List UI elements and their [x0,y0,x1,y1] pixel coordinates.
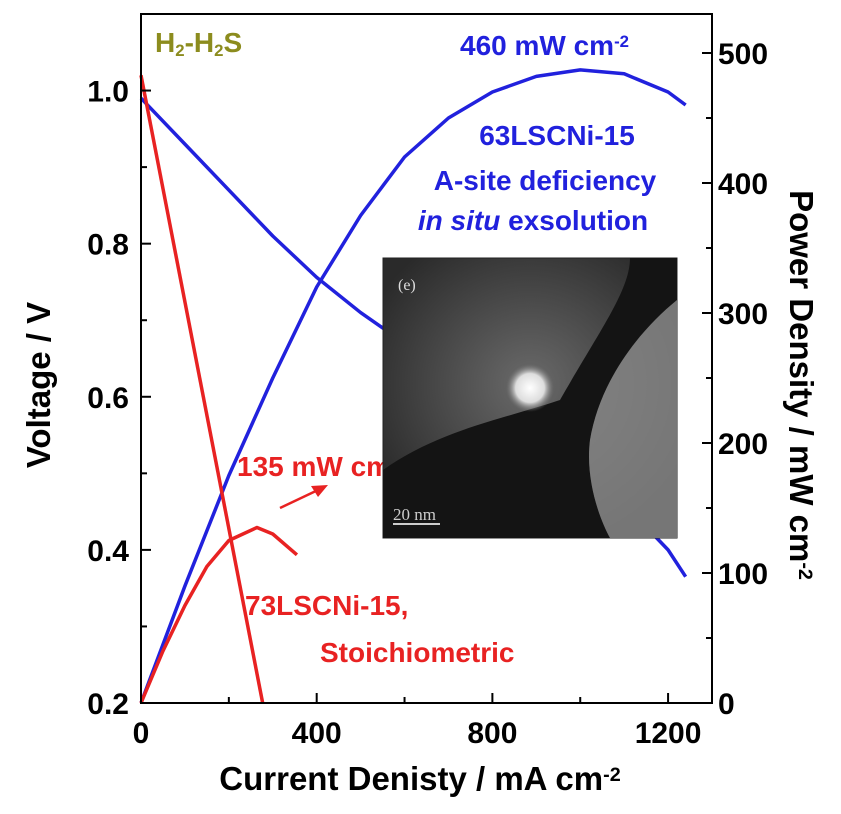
text-part: -2 [794,562,816,580]
x-tick-label: 0 [133,717,150,750]
text-part: Stoichiometric [320,637,514,668]
text-part: Power Density / mW cm [783,190,820,562]
text-part: 2 [214,41,223,60]
annotation: 63LSCNi-15 [479,120,635,151]
y2-tick-label: 200 [718,428,768,461]
chart: 0 400 800 1200 0.2 0.4 0.6 0.8 1.0 0 100 200 300 400 5… [0,0,841,809]
x-tick-label: 1200 [635,717,702,750]
text-part: -H [185,27,215,58]
annotation: in situ exsolution [418,205,648,236]
y-tick-label: 0.4 [87,535,129,568]
x-tick-label: 800 [467,717,517,750]
y2-tick-label: 100 [718,558,768,591]
text-part: 73LSCNi-15, [245,590,408,621]
x-tick-label: 400 [292,717,342,750]
text-part: Current Denisty / mA cm [219,760,603,797]
annotation: H2-H2S [155,27,242,60]
arrow [280,490,318,508]
text-part: 460 mW cm [460,30,614,61]
y-tick-label: 0.8 [87,229,129,262]
text-part: Voltage / V [20,302,57,468]
text-part: S [223,27,242,58]
y-tick-label: 0.2 [87,688,129,721]
annotation: 73LSCNi-15, [245,590,408,621]
text-part: -2 [603,764,621,786]
text-part: 135 mW cm [237,451,391,482]
annotation: A-site deficiency [434,165,657,196]
y-axis-label: Voltage / V [20,302,57,468]
inset-label: (e) [398,277,416,294]
y-tick-label: 1.0 [87,76,129,109]
text-part: A-site deficiency [434,165,657,196]
text-part: H [155,27,175,58]
y2-axis-label: Power Density / mW cm-2 [783,190,820,580]
y2-tick-label: 500 [718,38,768,71]
scale-bar-label: 20 nm [393,505,436,524]
inset-particle [506,364,554,412]
x-axis-label: Current Denisty / mA cm-2 [219,760,620,797]
annotation: Stoichiometric [320,637,514,668]
y2-tick-label: 300 [718,298,768,331]
y-tick-label: 0.6 [87,382,129,415]
text-part: -2 [614,32,629,51]
text-part: 2 [175,41,184,60]
text-part: exsolution [500,205,648,236]
annotation: 135 mW cm-2 [237,451,406,482]
text-part: 63LSCNi-15 [479,120,635,151]
annotation: 460 mW cm-2 [460,30,629,61]
y2-tick-label: 0 [718,688,735,721]
y2-tick-label: 400 [718,168,768,201]
text-part: in situ [418,205,500,236]
